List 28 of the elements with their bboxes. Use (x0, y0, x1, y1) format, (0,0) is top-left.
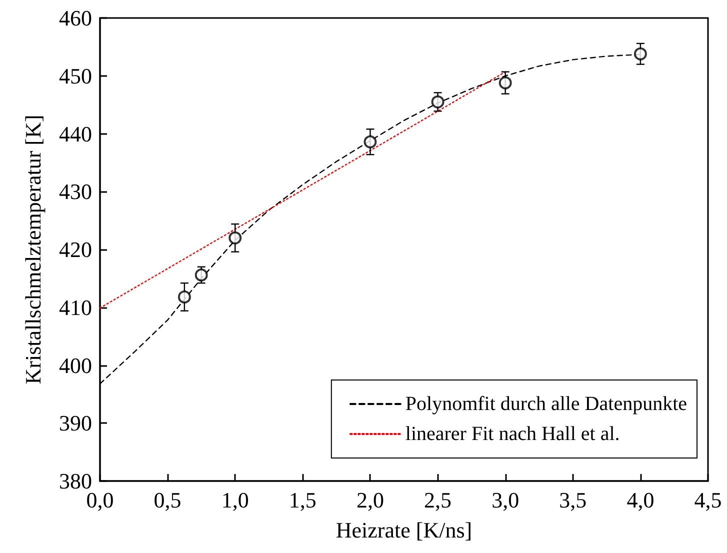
point (431, 95, 444, 108)
x-tick-label: 4,0 (626, 488, 654, 512)
x-tick-label: 4,5 (694, 488, 722, 512)
point (194, 268, 208, 282)
point (228, 231, 242, 244)
x-tick-label: 2,5 (424, 488, 452, 512)
y-axis-title: Kristallschmelztemperatur [K] (20, 114, 46, 384)
legend-label: linearer Fit nach Hall et al. (405, 423, 620, 445)
x-tick-label: 3,5 (559, 488, 587, 512)
x-tick-label: 1,0 (221, 488, 249, 512)
x-tick-label: 1,5 (288, 488, 316, 512)
legend-label: Polynomfit durch alle Datenpunkte (405, 393, 688, 415)
point (634, 47, 647, 60)
point (178, 290, 191, 304)
x-tick-label: 2,0 (356, 488, 384, 512)
point (498, 76, 512, 90)
y-tick-label: 400 (59, 352, 92, 378)
y-tick-label: 450 (59, 63, 92, 88)
y-tick-label: 460 (59, 6, 92, 30)
point (364, 135, 377, 148)
x-axis-title: Heizrate [K/ns] (336, 518, 472, 542)
x-tick-label: 3,0 (492, 488, 520, 512)
y-tick-label: 440 (59, 121, 92, 146)
y-tick-label: 430 (59, 179, 92, 204)
y-tick-label: 420 (59, 237, 92, 262)
y-tick-label: 390 (59, 410, 92, 436)
y-tick-label: 410 (59, 294, 92, 320)
x-tick-label: 0,5 (154, 488, 182, 512)
